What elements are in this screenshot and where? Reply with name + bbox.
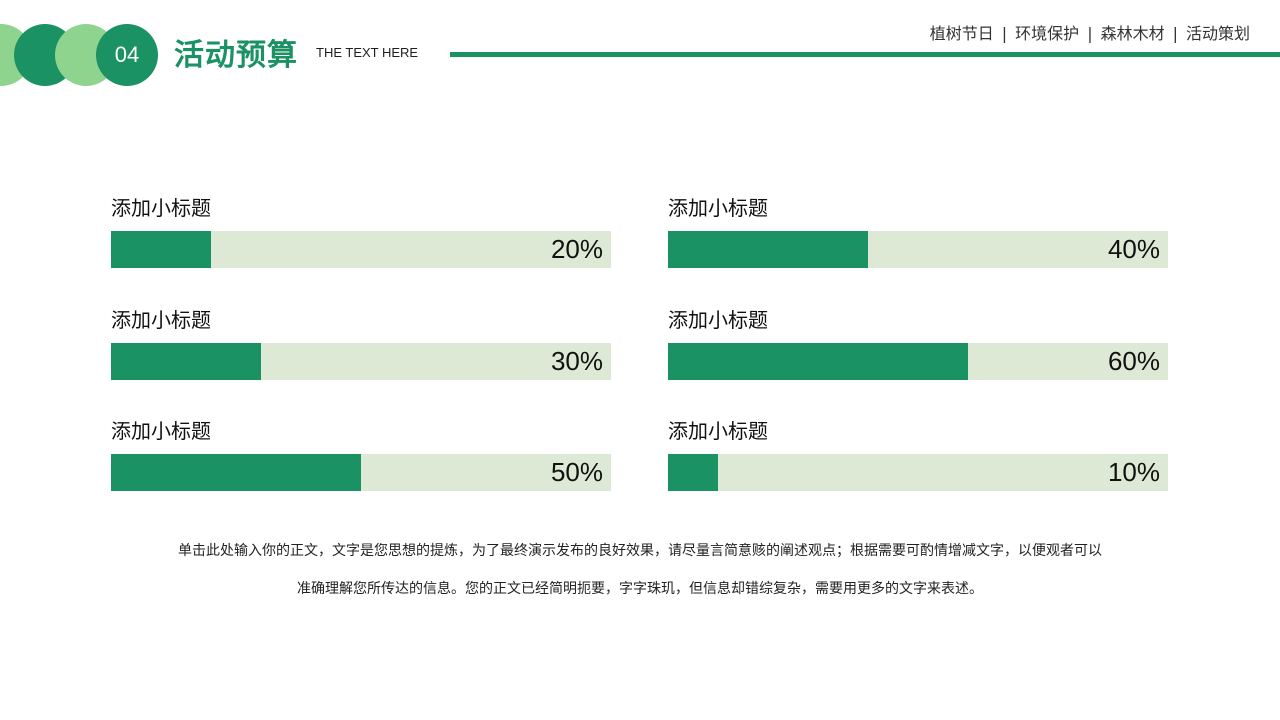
progress-percent: 20% [550,234,603,264]
body-line-2: 准确理解您所传达的信息。您的正文已经简明扼要，字字珠玑，但信息却错综复杂，需要用… [297,581,983,597]
header-nav: 植树节日 | 环境保护 | 森林木材 | 活动策划 [930,20,1250,44]
header-divider [450,52,1280,57]
progress-fill [668,231,868,268]
progress-track: 60% [668,343,1168,380]
progress-fill [111,231,211,268]
page-title: 活动预算 [174,38,298,73]
progress-item-4: 添加小标题 60% [668,306,1168,380]
progress-label: 添加小标题 [111,196,211,220]
progress-label: 添加小标题 [668,196,768,220]
progress-item-2: 添加小标题 40% [668,194,1168,268]
progress-label: 添加小标题 [111,308,211,332]
progress-percent: 40% [1107,234,1160,264]
nav-item-environment[interactable]: 环境保护 [1015,24,1080,43]
page-subtitle: THE TEXT HERE [316,45,419,60]
progress-track: 30% [111,343,611,380]
progress-percent: 10% [1107,457,1160,487]
body-paragraph: 单击此处输入你的正文，文字是您思想的提炼，为了最终演示发布的良好效果，请尽量言简… [110,532,1170,608]
progress-fill [111,343,261,380]
progress-percent: 60% [1107,346,1160,376]
progress-label: 添加小标题 [668,419,768,443]
progress-track: 10% [668,454,1168,491]
progress-percent: 50% [550,457,603,487]
nav-item-tree-festival[interactable]: 植树节日 [929,24,994,43]
progress-track: 50% [111,454,611,491]
nav-item-event-planning[interactable]: 活动策划 [1185,24,1250,43]
progress-item-3: 添加小标题 30% [111,306,611,380]
nav-item-forest-wood[interactable]: 森林木材 [1100,24,1165,43]
progress-label: 添加小标题 [668,308,768,332]
nav-separator: | [1001,24,1008,43]
section-number-badge: 04 [96,24,158,86]
progress-percent: 30% [550,346,603,376]
progress-item-1: 添加小标题 20% [111,194,611,268]
progress-item-5: 添加小标题 50% [111,417,611,491]
progress-fill [668,343,968,380]
nav-separator: | [1087,24,1093,43]
progress-track: 20% [111,231,611,268]
progress-track: 40% [668,231,1168,268]
body-line-1: 单击此处输入你的正文，文字是您思想的提炼，为了最终演示发布的良好效果，请尽量言简… [178,543,1102,559]
progress-label: 添加小标题 [111,419,211,443]
progress-item-6: 添加小标题 10% [668,417,1168,491]
progress-fill [111,454,361,491]
progress-fill [668,454,718,491]
nav-separator: | [1172,24,1178,43]
